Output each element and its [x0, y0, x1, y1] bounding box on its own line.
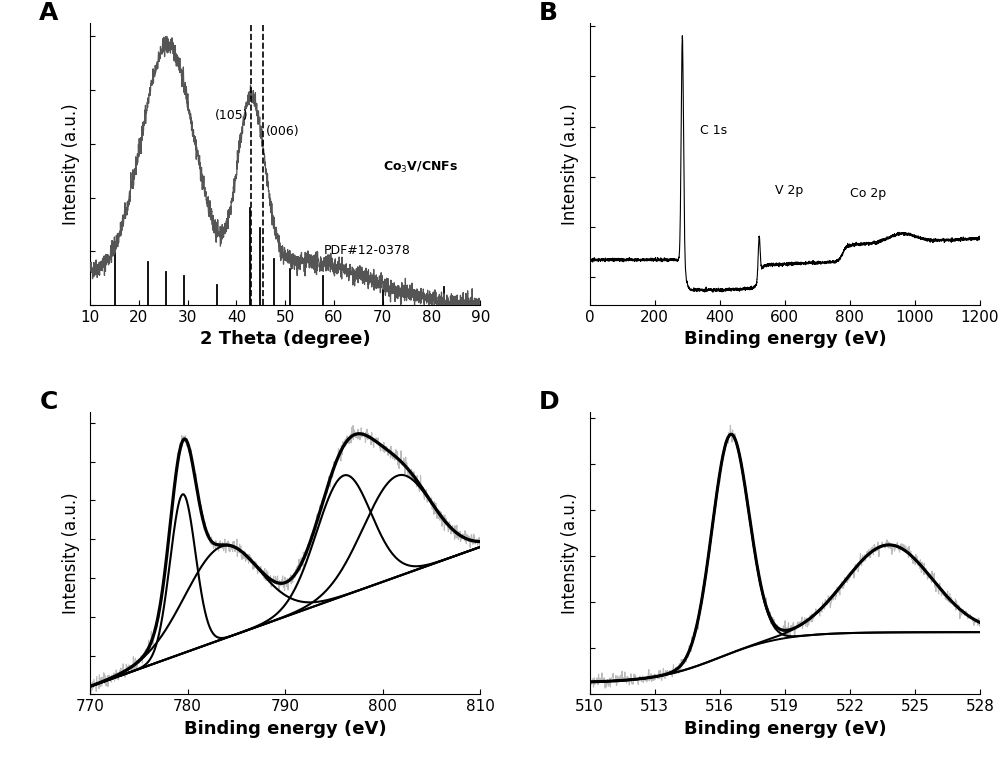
- X-axis label: 2 Theta (degree): 2 Theta (degree): [200, 330, 370, 349]
- Text: C: C: [39, 391, 58, 414]
- Text: Co$_3$V/CNFs: Co$_3$V/CNFs: [383, 159, 458, 175]
- Text: C 1s: C 1s: [700, 124, 727, 137]
- Text: A: A: [39, 1, 59, 25]
- Y-axis label: Intensity (a.u.): Intensity (a.u.): [561, 103, 579, 225]
- Y-axis label: Intensity (a.u.): Intensity (a.u.): [62, 103, 80, 225]
- Text: V 2p: V 2p: [775, 185, 803, 198]
- X-axis label: Binding energy (eV): Binding energy (eV): [684, 720, 886, 738]
- Text: Co 2p: Co 2p: [850, 187, 886, 200]
- Text: D: D: [539, 391, 560, 414]
- Y-axis label: Intensity (a.u.): Intensity (a.u.): [62, 492, 80, 614]
- X-axis label: Binding energy (eV): Binding energy (eV): [184, 720, 386, 738]
- Text: B: B: [539, 1, 558, 25]
- Text: (105): (105): [215, 109, 249, 122]
- Text: (006): (006): [266, 125, 299, 138]
- X-axis label: Binding energy (eV): Binding energy (eV): [684, 330, 886, 349]
- Y-axis label: Intensity (a.u.): Intensity (a.u.): [561, 492, 579, 614]
- Text: PDF#12-0378: PDF#12-0378: [324, 244, 411, 257]
